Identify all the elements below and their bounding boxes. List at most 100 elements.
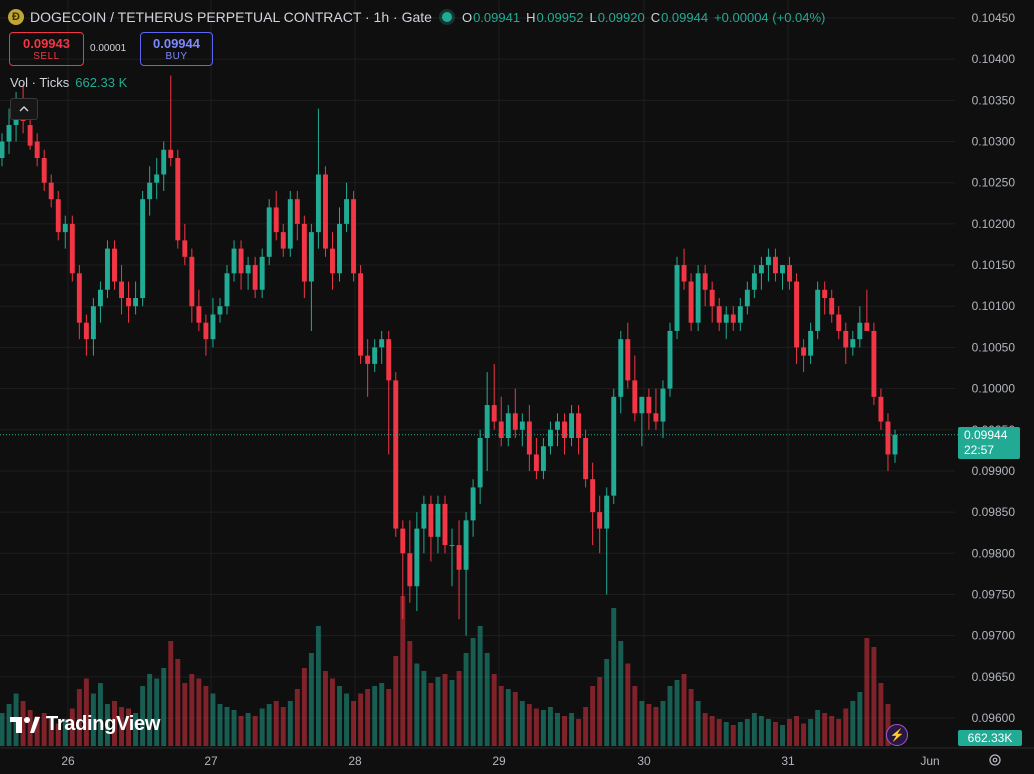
candle-body	[69, 223, 75, 274]
candle-body	[133, 298, 139, 307]
volume-bar	[878, 683, 884, 746]
volume-bar	[533, 708, 539, 746]
volume-legend-value: 662.33 K	[75, 75, 128, 90]
volume-bar	[407, 641, 413, 746]
ohlc-values: O0.09941 H0.09952 L0.09920 C0.09944 +0.0…	[462, 10, 825, 25]
candle-body	[498, 421, 504, 438]
candle-body	[773, 256, 778, 274]
volume-bar	[365, 689, 371, 746]
candle-body	[330, 248, 335, 274]
volume-bar	[280, 707, 286, 746]
candle-body	[140, 199, 146, 298]
candle-body	[175, 158, 181, 241]
close-value: 0.09944	[661, 9, 709, 25]
sell-button[interactable]: 0.09943 SELL	[9, 32, 84, 66]
candle-body	[463, 520, 469, 570]
volume-bar	[330, 678, 335, 746]
candle-body	[182, 240, 188, 257]
candle-body	[562, 421, 567, 438]
candle-body	[505, 413, 511, 438]
volume-bar	[34, 716, 40, 746]
candle-body	[301, 223, 307, 282]
candle-body	[0, 141, 5, 158]
candle-body	[604, 495, 610, 529]
volume-bar	[449, 680, 455, 746]
candle-body	[351, 199, 357, 274]
candle-body	[815, 289, 821, 331]
volume-bar	[470, 638, 476, 746]
volume-bar	[140, 686, 146, 746]
volume-bar	[344, 693, 350, 746]
candle-body	[519, 421, 525, 430]
candle-body	[119, 281, 124, 298]
candle-body	[456, 545, 462, 570]
symbol-title[interactable]: DOGECOIN / TETHERUS PERPETUAL CONTRACT ·…	[30, 9, 432, 25]
candle-body	[322, 174, 328, 249]
volume-bar	[484, 653, 490, 746]
volume-bar	[625, 663, 631, 746]
collapse-legend-button[interactable]	[10, 98, 38, 120]
high-value: 0.09952	[536, 9, 584, 25]
candle-body	[625, 339, 631, 381]
y-tick-label: 0.10250	[972, 176, 1016, 190]
candle-body	[365, 355, 371, 364]
volume-bar	[287, 701, 293, 746]
candle-body	[583, 438, 589, 480]
candle-body	[238, 248, 244, 274]
y-tick-label: 0.09600	[972, 711, 1016, 725]
candle-body	[702, 273, 708, 290]
volume-bar	[421, 671, 427, 746]
candle-body	[871, 330, 877, 397]
candle-body	[62, 223, 68, 233]
volume-bar	[646, 704, 652, 746]
volume-bar	[526, 704, 532, 746]
gear-icon[interactable]	[986, 751, 1004, 769]
x-tick-label: 27	[204, 754, 218, 768]
volume-bar	[322, 671, 328, 746]
lightning-icon[interactable]: ⚡	[886, 724, 908, 746]
candle-body	[280, 232, 286, 249]
candle-body	[688, 281, 694, 323]
volume-bar	[238, 716, 244, 746]
volume-bar	[850, 701, 856, 746]
volume-bar	[76, 689, 82, 746]
volume-bar	[386, 689, 392, 746]
candle-body	[231, 248, 237, 274]
candle-body	[259, 256, 265, 290]
volume-bar	[0, 713, 5, 746]
volume-bar	[301, 668, 307, 746]
volume-bar	[189, 674, 195, 746]
volume-bar	[147, 674, 153, 746]
candle-body	[850, 339, 856, 348]
y-tick-label: 0.10450	[972, 11, 1016, 25]
bar-countdown: 22:57	[964, 443, 995, 457]
buy-button[interactable]: 0.09944 BUY	[140, 32, 213, 66]
volume-bar	[695, 701, 701, 746]
volume-bar	[161, 668, 167, 746]
volume-bar	[414, 663, 420, 746]
tradingview-logo[interactable]: TradingView	[10, 713, 160, 736]
candle-body	[112, 248, 117, 282]
candle-body	[287, 199, 293, 249]
candle-body	[27, 125, 33, 146]
candle-body	[477, 438, 483, 488]
candle-body	[892, 434, 898, 455]
volume-bar	[259, 708, 265, 746]
volume-bar	[758, 716, 764, 746]
candle-body	[217, 306, 223, 315]
volume-legend[interactable]: Vol · Ticks 662.33 K	[10, 75, 127, 90]
candle-body	[449, 545, 455, 547]
volume-bar	[358, 693, 364, 746]
volume-bar	[442, 674, 448, 746]
volume-bar	[266, 704, 272, 746]
volume-bar	[780, 725, 785, 746]
y-tick-label: 0.10350	[972, 93, 1016, 107]
last-price-tag: 0.09944 22:57	[958, 427, 1020, 459]
volume-bar	[27, 710, 33, 746]
volume-bar	[597, 677, 603, 746]
candle-body	[618, 339, 624, 397]
candle-body	[97, 289, 103, 307]
tradingview-icon	[10, 716, 40, 733]
candle-body	[611, 396, 617, 496]
